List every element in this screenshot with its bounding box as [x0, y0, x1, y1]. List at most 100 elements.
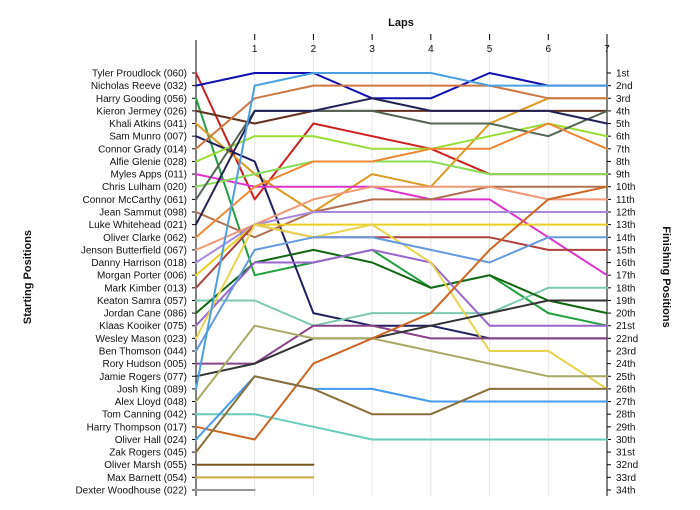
series-line [195, 185, 608, 441]
x-tick-label: 5 [487, 44, 493, 55]
finishing-position-label: 22nd [616, 334, 638, 345]
x-tick-label: 1 [252, 44, 258, 55]
starting-position-label: Tom Canning (042) [102, 410, 187, 421]
finishing-position-label: 28th [616, 410, 635, 421]
finishing-position-label: 33rd [616, 473, 636, 484]
x-tick-label: 4 [428, 44, 434, 55]
finishing-position-label: 21st [616, 321, 635, 332]
finishing-position-label: 29th [616, 422, 635, 433]
series-line [195, 173, 608, 277]
series-line [195, 211, 608, 264]
series-line [195, 236, 608, 352]
series-line [195, 72, 608, 390]
starting-position-label: Oliver Marsh (055) [104, 460, 187, 471]
starting-position-label: Morgan Porter (006) [97, 271, 187, 282]
x-axis-title: Laps [388, 17, 414, 29]
starting-position-label: Rory Hudson (005) [103, 359, 187, 370]
starting-position-label: Max Barnett (054) [107, 473, 187, 484]
series-line [195, 185, 608, 239]
starting-position-label: Kieron Jermey (026) [96, 106, 187, 117]
starting-position-label: Alex Lloyd (048) [115, 397, 187, 408]
starting-position-label: Connor Grady (014) [98, 144, 187, 155]
finishing-position-label: 15th [616, 245, 635, 256]
axes [192, 34, 611, 496]
series-line [195, 122, 608, 239]
finishing-position-label: 20th [616, 309, 635, 320]
series-line [195, 160, 608, 188]
x-tick-label: 3 [369, 44, 375, 55]
finishing-position-label: 19th [616, 296, 635, 307]
series-line [195, 97, 608, 226]
starting-position-label: Harry Thompson (017) [87, 422, 187, 433]
starting-position-label: Myles Apps (011) [110, 170, 187, 181]
starting-position-label: Josh King (089) [117, 384, 187, 395]
finishing-position-label: 17th [616, 271, 635, 282]
finishing-position-label: 6th [616, 132, 630, 143]
starting-position-label: Zak Rogers (045) [109, 448, 187, 459]
series-line [195, 72, 608, 100]
x-tick-label: 7 [604, 44, 610, 55]
finishing-position-label: 31st [616, 448, 635, 459]
finishing-position-label: 16th [616, 258, 635, 269]
series-line [195, 248, 608, 315]
finishing-position-label: 32nd [616, 460, 638, 471]
starting-position-label: Jean Sammut (098) [99, 208, 187, 219]
finishing-position-label: 34th [616, 486, 635, 497]
starting-position-label: Wesley Mason (023) [95, 334, 187, 345]
finishing-position-label: 4th [616, 106, 630, 117]
starting-position-label: Connor McCarthy (061) [83, 195, 187, 206]
starting-position-label: Luke Whitehead (021) [89, 220, 187, 231]
finishing-position-label: 2nd [616, 81, 633, 92]
finishing-position-label: 10th [616, 182, 635, 193]
finishing-position-label: 9th [616, 170, 630, 181]
starting-position-label: Dexter Woodhouse (022) [75, 486, 187, 497]
finishing-position-label: 1st [616, 69, 630, 80]
starting-position-label: Keaton Samra (057) [97, 296, 187, 307]
starting-position-label: Harry Gooding (056) [96, 94, 187, 105]
finishing-position-label: 18th [616, 283, 635, 294]
series-lines [195, 72, 608, 491]
starting-position-label: Ben Thomson (044) [99, 347, 187, 358]
finishing-position-label: 8th [616, 157, 630, 168]
finishing-position-label: 24th [616, 359, 635, 370]
finishing-position-label: 13th [616, 220, 635, 231]
series-line [195, 324, 608, 403]
series-line [195, 375, 608, 454]
series-line [195, 185, 608, 251]
y-axis-title-right: Finishing Positions [660, 226, 672, 327]
starting-position-label: Mark Kimber (013) [104, 283, 187, 294]
finishing-position-label: 27th [616, 397, 635, 408]
finishing-position-label: 23rd [616, 347, 636, 358]
starting-position-label: Tyler Proudlock (060) [92, 69, 187, 80]
finishing-position-label: 5th [616, 119, 630, 130]
series-line [195, 286, 608, 327]
starting-position-label: Klaas Kooiker (075) [99, 321, 187, 332]
series-line [195, 97, 608, 213]
x-tick-label: 6 [546, 44, 552, 55]
finishing-position-label: 7th [616, 144, 630, 155]
finishing-position-label: 25th [616, 372, 635, 383]
starting-position-label: Nicholas Reeve (032) [91, 81, 187, 92]
series-line [195, 413, 608, 441]
starting-position-label: Oliver Clarke (062) [103, 233, 187, 244]
finishing-position-label: 3rd [616, 94, 630, 105]
starting-position-label: Khali Atkins (041) [109, 119, 187, 130]
starting-position-label: Sam Munro (007) [109, 132, 187, 143]
finishing-position-label: 12th [616, 208, 635, 219]
x-tick-label: 2 [311, 44, 317, 55]
starting-position-label: Danny Harrison (018) [91, 258, 187, 269]
starting-position-label: Oliver Hall (024) [115, 435, 187, 446]
starting-position-label: Jamie Rogers (077) [99, 372, 187, 383]
series-line [195, 223, 608, 277]
starting-position-label: Chris Lulham (020) [102, 182, 187, 193]
series-line [195, 97, 608, 327]
series-line [195, 84, 608, 150]
starting-position-label: Jordan Cane (086) [104, 309, 187, 320]
starting-position-label: Jenson Butterfield (067) [81, 245, 187, 256]
finishing-position-label: 26th [616, 384, 635, 395]
axis-labels: 1 2 3 4 5 6 7 Tyler Proudlock (060)Nicholas Ree… [75, 44, 638, 497]
finishing-position-label: 30th [616, 435, 635, 446]
series-line [195, 122, 608, 163]
starting-position-label: Alfie Glenie (028) [110, 157, 187, 168]
